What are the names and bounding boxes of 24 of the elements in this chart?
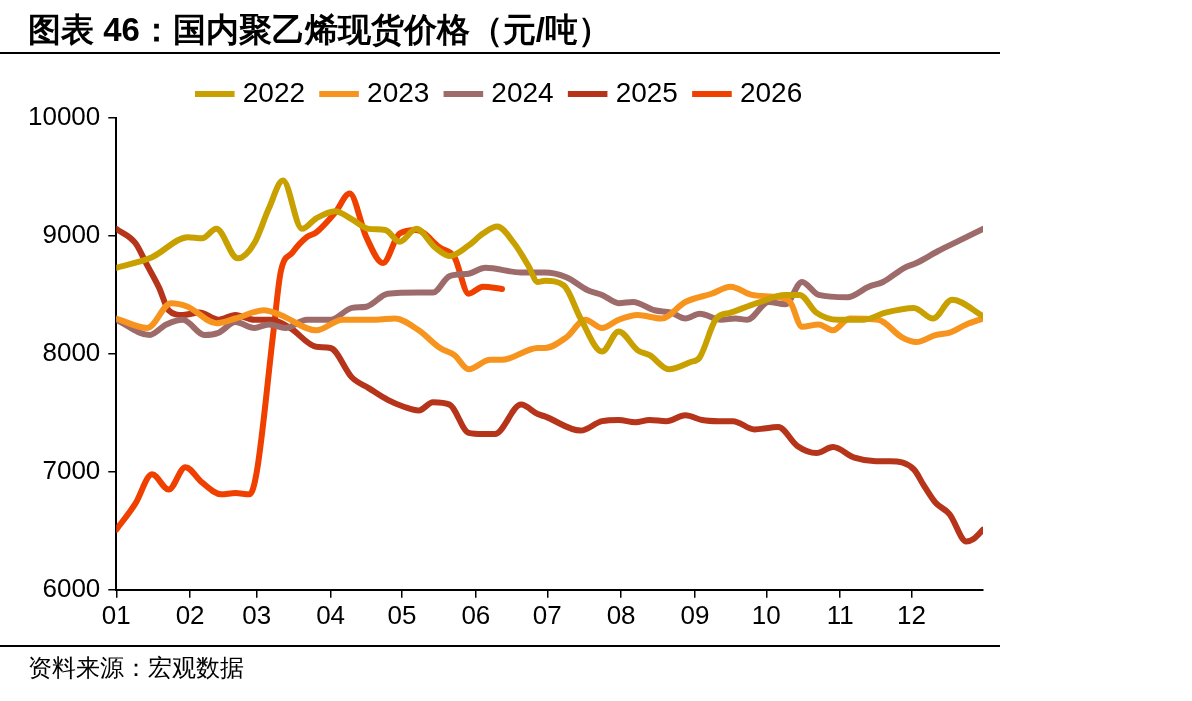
- legend-label: 2023: [367, 76, 430, 108]
- legend-label: 2024: [491, 76, 554, 108]
- y-tick-label: 6000: [42, 572, 101, 603]
- x-tick-label: 05: [387, 599, 417, 630]
- x-tick-label: 07: [532, 599, 562, 630]
- x-tick-label: 09: [680, 599, 710, 630]
- x-tick-label: 10: [751, 599, 781, 630]
- x-tick-label: 02: [175, 599, 205, 630]
- x-tick-label: 11: [826, 599, 854, 630]
- x-tick-label: 12: [897, 599, 927, 630]
- x-tick-label: 03: [242, 599, 272, 630]
- chart-title: 图表 46：国内聚乙烯现货价格（元/吨）: [28, 10, 612, 50]
- legend-label: 2026: [739, 76, 803, 108]
- x-tick-label: 04: [316, 599, 346, 630]
- y-tick-label: 9000: [42, 219, 101, 250]
- x-tick-label: 08: [606, 599, 636, 630]
- x-tick-label: 06: [461, 599, 491, 630]
- legend-label: 2025: [615, 76, 678, 108]
- x-tick-label: 01: [101, 599, 131, 630]
- y-tick-label: 8000: [42, 337, 101, 368]
- text: 资料来源：宏观数据: [28, 653, 244, 683]
- y-tick-label: 10000: [27, 101, 101, 132]
- legend-label: 2022: [242, 76, 306, 108]
- y-tick-label: 7000: [42, 455, 101, 486]
